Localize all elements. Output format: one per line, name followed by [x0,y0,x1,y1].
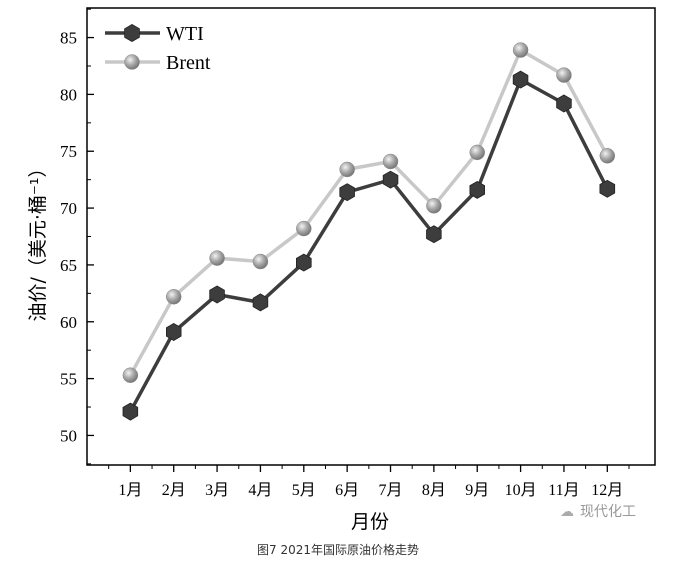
wechat-icon: ☁ [560,504,574,520]
y-tick-label: 80 [60,85,77,104]
hexagon-marker [252,293,269,312]
y-tick-label: 70 [60,199,77,218]
legend-label-brent: Brent [166,52,211,74]
legend-label-wti: WTI [166,23,204,45]
sphere-marker [556,67,572,83]
sphere-marker [209,250,225,266]
sphere-marker [599,148,616,164]
sphere-marker [339,161,355,178]
y-tick-label: 75 [60,142,77,161]
hexagon-marker [382,170,399,189]
sphere-marker [252,253,269,270]
x-tick-label: 4月 [248,482,272,499]
series-wti [122,70,616,421]
hexagon-marker [165,323,182,341]
sphere-marker [165,289,182,305]
sphere-marker [512,42,529,58]
sphere-marker [296,220,312,237]
brent-line [128,47,609,377]
watermark: ☁ 现代化工 [560,504,636,520]
x-axis-label: 月份 [351,511,389,533]
y-axis-label: 油价/（美元·桶⁻¹） [27,158,49,321]
hexagon-marker [556,94,572,113]
y-tick-label: 60 [60,313,77,332]
sphere-marker [469,144,485,161]
sphere-marker [382,153,399,170]
x-tick-label: 6月 [335,482,359,499]
hexagon-marker [512,70,529,89]
x-tick-label: 1月 [118,482,142,499]
sphere-marker [426,198,442,214]
x-tick-label: 7月 [379,482,403,499]
x-tick-label: 11月 [548,482,579,499]
x-tick-label: 9月 [465,482,489,499]
hexagon-marker [339,183,355,202]
x-tick-label: 12月 [591,482,623,499]
sphere-marker [122,367,139,383]
hexagon-marker [124,24,140,42]
wti-line [128,77,609,413]
hexagon-marker [122,402,139,421]
sphere-marker [124,54,140,70]
y-tick-label: 65 [60,256,77,275]
series-brent [122,42,616,383]
y-tick-label: 85 [60,29,77,48]
figure-caption: 图7 2021年国际原油价格走势 [257,542,419,557]
hexagon-marker [295,253,312,272]
watermark-text: 现代化工 [580,504,636,520]
x-tick-label: 10月 [505,482,537,499]
x-tick-label: 8月 [422,482,446,499]
hexagon-marker [469,180,486,199]
x-tick-label: 3月 [205,482,229,499]
legend: WTI Brent [105,23,211,74]
hexagon-marker [599,179,616,198]
y-tick-label: 55 [60,370,77,389]
hexagon-marker [209,285,225,304]
hexagon-marker [426,225,442,244]
y-tick-label: 50 [60,426,77,445]
x-tick-label: 5月 [292,482,316,499]
x-tick-label: 2月 [162,482,186,499]
